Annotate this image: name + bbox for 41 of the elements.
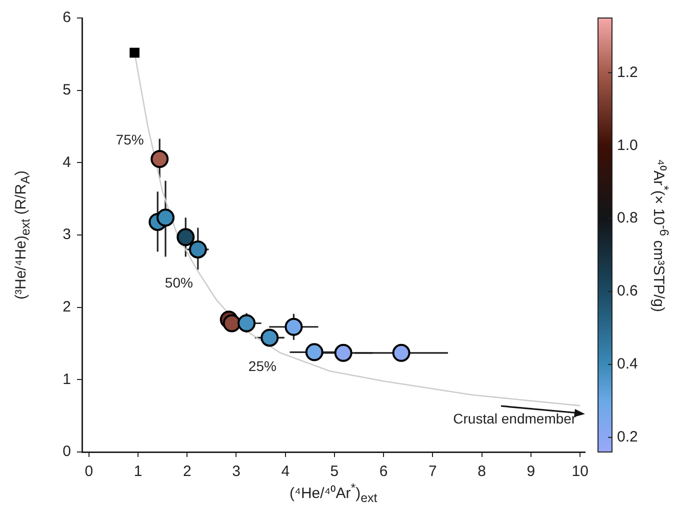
point [176,228,195,246]
color-bar-label: 0.6 [617,282,638,300]
point [260,328,279,347]
point [305,343,324,362]
y-tick-label: 6 [62,9,71,26]
color-bar-label: 0.8 [617,210,638,227]
x-tick-label: 1 [134,463,142,480]
point [334,344,352,362]
y-tick-label: 4 [62,154,71,171]
point [392,344,410,362]
x-tick-label: 5 [330,463,339,480]
y-tick-label: 1 [62,370,71,388]
x-tick-label: 10 [572,463,588,480]
point [222,314,241,332]
y-tick-label: 2 [62,298,71,316]
x-tick-label: 8 [478,463,486,480]
color-bar-label: 1.2 [617,64,638,81]
point [284,318,303,336]
x-tick-label: 7 [428,463,437,480]
color-bar-label: 1.0 [617,136,638,154]
annotation: 50% [164,274,193,291]
y-tick-label: 5 [62,81,71,98]
color-bar-label: 0.2 [617,428,638,446]
color-bar-label: 0.4 [617,356,638,373]
x-tick-label: 2 [182,463,192,480]
point [188,240,207,258]
point [150,150,169,168]
annotation: 75% [116,131,144,148]
y-tick-label: 0 [62,443,71,460]
x-axis-title: (⁴He/⁴⁰Ar$^{*}$)$_{ext}$ [290,481,378,505]
point [130,48,140,58]
x-tick-label: 0 [84,463,94,480]
x-tick-label: 6 [379,463,388,480]
annotation: Crustal endmember [453,410,576,427]
y-tick-label: 3 [62,226,71,244]
point [156,208,175,227]
x-tick-label: 9 [526,463,536,480]
annotation: 25% [248,358,276,374]
x-tick-label: 4 [281,463,290,480]
x-tick-label: 3 [232,463,240,480]
point [238,314,256,332]
